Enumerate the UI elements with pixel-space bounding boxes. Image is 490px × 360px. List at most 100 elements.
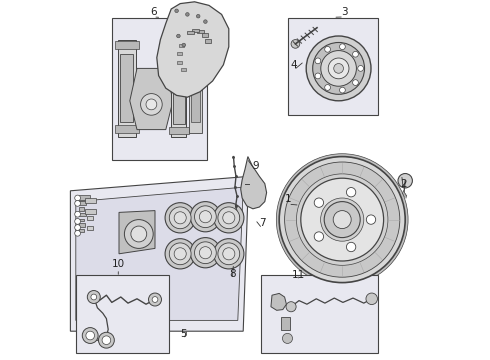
Polygon shape <box>157 2 229 97</box>
Circle shape <box>74 201 80 206</box>
Circle shape <box>279 157 405 283</box>
Circle shape <box>328 58 349 79</box>
Text: 5: 5 <box>180 329 187 339</box>
Bar <box>205 39 211 43</box>
Bar <box>261 275 378 353</box>
Circle shape <box>195 206 216 228</box>
Circle shape <box>398 174 413 188</box>
Bar <box>288 18 378 115</box>
Text: 11: 11 <box>292 270 305 280</box>
Bar <box>173 59 185 124</box>
Bar <box>85 198 97 203</box>
Circle shape <box>340 44 345 50</box>
Text: 7: 7 <box>259 218 266 228</box>
Circle shape <box>301 178 384 261</box>
Circle shape <box>195 242 216 264</box>
Polygon shape <box>171 47 186 137</box>
Circle shape <box>196 14 200 18</box>
Circle shape <box>98 332 114 348</box>
Polygon shape <box>189 50 202 133</box>
Circle shape <box>148 293 162 306</box>
Circle shape <box>131 226 147 242</box>
Circle shape <box>186 13 189 16</box>
Circle shape <box>165 203 196 233</box>
Circle shape <box>276 154 408 285</box>
Circle shape <box>367 215 376 224</box>
Bar <box>192 29 198 32</box>
Text: 9: 9 <box>252 161 259 171</box>
Text: 3: 3 <box>341 6 347 17</box>
Circle shape <box>325 46 330 52</box>
Bar <box>187 31 194 34</box>
Circle shape <box>223 212 235 224</box>
Circle shape <box>152 297 158 302</box>
Circle shape <box>296 174 388 265</box>
Bar <box>79 201 86 205</box>
Circle shape <box>82 328 98 343</box>
Circle shape <box>102 336 111 345</box>
Circle shape <box>223 248 235 260</box>
Circle shape <box>340 87 345 93</box>
Circle shape <box>214 203 244 233</box>
Polygon shape <box>118 40 136 137</box>
Bar <box>87 226 93 230</box>
Circle shape <box>86 331 95 340</box>
Text: 1: 1 <box>285 194 292 204</box>
Circle shape <box>358 66 364 71</box>
Polygon shape <box>71 176 248 331</box>
Bar <box>197 30 203 33</box>
Text: 8: 8 <box>229 269 236 279</box>
Polygon shape <box>174 28 197 46</box>
Bar <box>79 213 86 216</box>
Polygon shape <box>271 293 286 310</box>
Circle shape <box>324 202 360 238</box>
Circle shape <box>87 291 100 303</box>
Bar <box>169 48 189 55</box>
Circle shape <box>325 85 330 90</box>
Circle shape <box>285 162 400 277</box>
Circle shape <box>218 207 240 229</box>
Bar <box>201 33 208 37</box>
Circle shape <box>190 202 220 232</box>
Circle shape <box>333 211 351 229</box>
Bar <box>76 275 170 353</box>
Circle shape <box>321 51 356 86</box>
Circle shape <box>353 80 358 85</box>
Circle shape <box>175 9 178 13</box>
Circle shape <box>291 40 300 48</box>
Circle shape <box>282 333 293 343</box>
Bar <box>79 223 85 227</box>
Bar <box>177 61 182 64</box>
Circle shape <box>74 225 80 230</box>
Circle shape <box>315 73 321 79</box>
Text: 10: 10 <box>112 258 125 269</box>
Circle shape <box>74 219 80 224</box>
Bar <box>191 63 200 122</box>
Circle shape <box>346 188 356 197</box>
Bar <box>87 216 93 220</box>
Bar <box>121 54 133 122</box>
Circle shape <box>315 58 321 64</box>
Circle shape <box>174 248 186 260</box>
Polygon shape <box>130 68 173 130</box>
Circle shape <box>74 230 80 236</box>
Circle shape <box>346 242 356 252</box>
Bar <box>181 68 186 71</box>
Bar <box>112 18 207 160</box>
Bar <box>169 127 189 134</box>
Bar <box>79 207 84 211</box>
Bar <box>177 52 182 55</box>
Circle shape <box>313 42 365 94</box>
Bar <box>85 209 97 214</box>
Circle shape <box>199 247 212 259</box>
Circle shape <box>199 211 212 223</box>
Circle shape <box>182 43 186 47</box>
Circle shape <box>174 212 186 224</box>
Circle shape <box>334 63 343 73</box>
Bar <box>116 125 139 133</box>
Text: 2: 2 <box>400 179 407 189</box>
Bar <box>116 41 139 49</box>
Circle shape <box>320 198 364 241</box>
Circle shape <box>214 239 244 269</box>
Circle shape <box>218 243 240 265</box>
